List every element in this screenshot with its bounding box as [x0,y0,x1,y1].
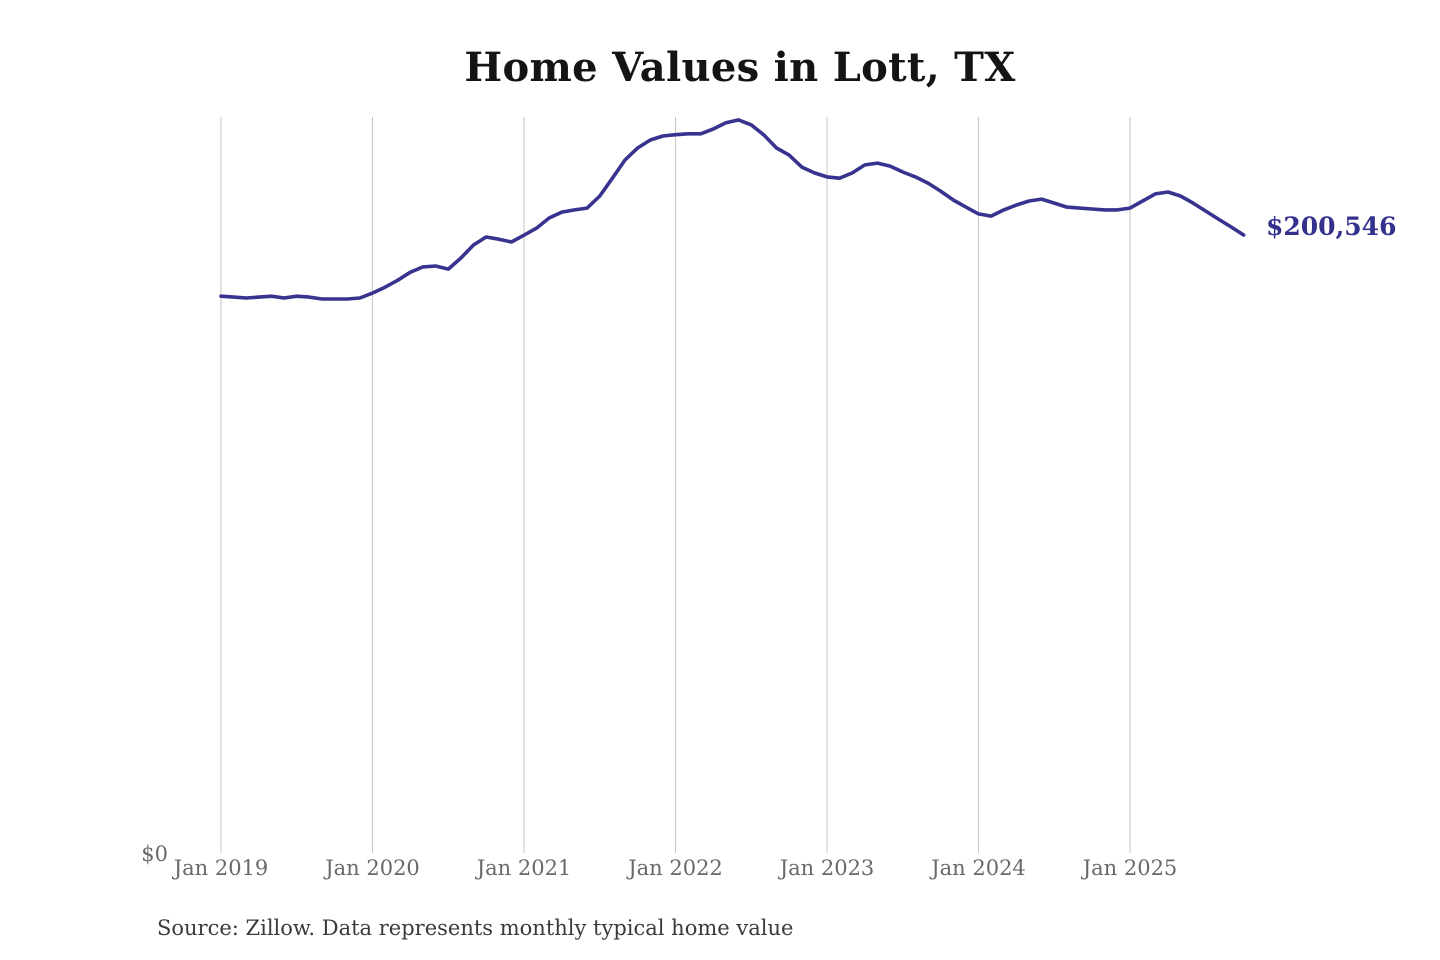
latest-value-label: $200,546 [1266,212,1397,241]
x-axis-tick-label: Jan 2019 [173,856,269,880]
source-note: Source: Zillow. Data represents monthly … [157,916,794,940]
chart-title: Home Values in Lott, TX [464,44,1016,91]
x-axis-tick-label: Jan 2022 [628,856,723,880]
home-value-line [219,118,1246,301]
y-axis-zero-label: $0 [141,842,168,866]
x-axis-tick-label: Jan 2023 [779,856,875,880]
x-axis-tick-label: Jan 2024 [931,856,1026,880]
x-axis-tick-label: Jan 2021 [476,856,572,880]
x-axis-tick-label: Jan 2025 [1082,856,1178,880]
x-axis-tick-label: Jan 2020 [325,856,420,880]
